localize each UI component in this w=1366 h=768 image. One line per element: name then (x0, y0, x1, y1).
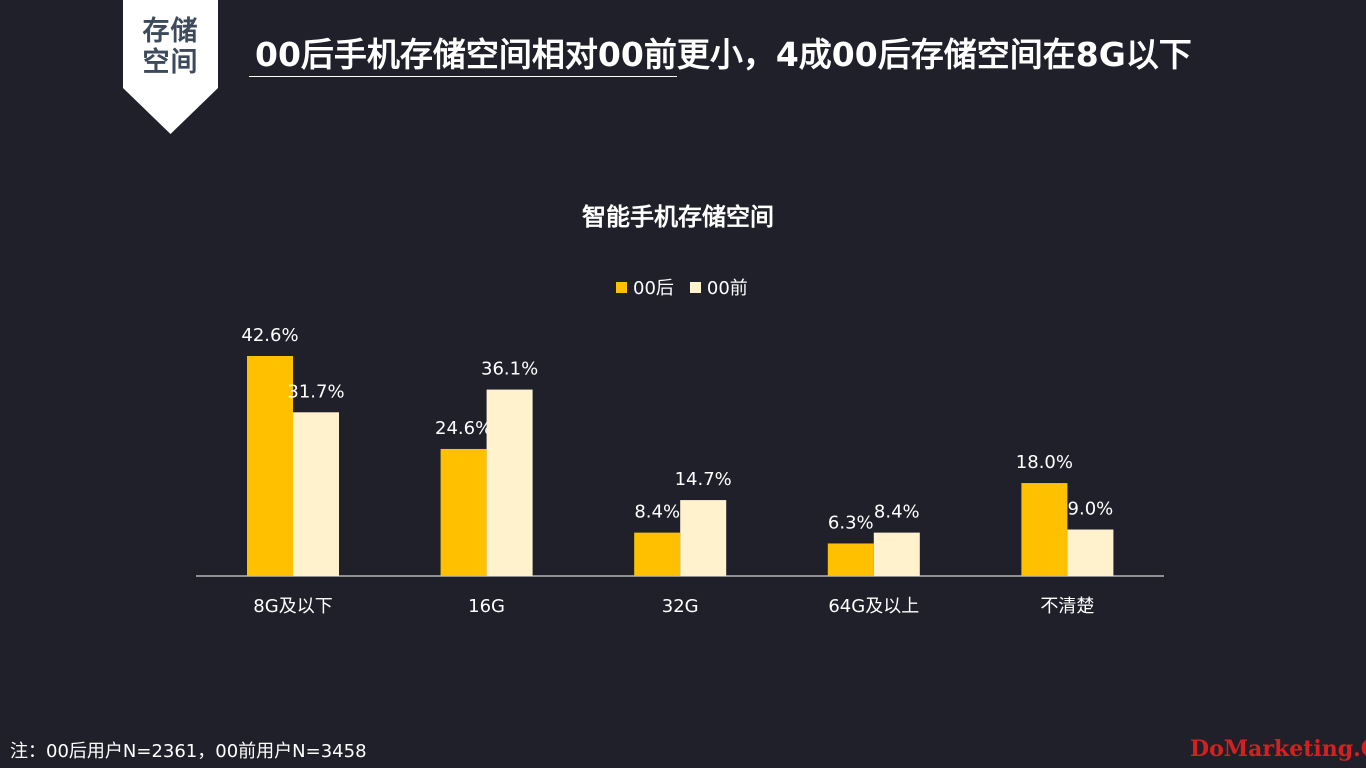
title-underline (249, 76, 677, 77)
chart-title: 智能手机存储空间 (582, 203, 774, 231)
legend-label-00hou: 00后 (633, 278, 674, 299)
x-tick-label-4: 不清楚 (1040, 596, 1094, 617)
bar-00hou-0 (247, 356, 293, 576)
data-label-00hou-2: 8.4% (634, 502, 680, 523)
x-tick-label-0: 8G及以下 (253, 596, 332, 617)
bar-00qian-4 (1067, 529, 1114, 576)
slide-title: 00后手机存储空间相对00前更小，4成00后存储空间在8G以下 (255, 35, 1192, 74)
data-label-00qian-0: 31.7% (287, 381, 344, 402)
data-label-00hou-0: 42.6% (241, 325, 298, 346)
legend-item-00hou: 00后 (616, 274, 674, 300)
section-badge: 存储 空间 (123, 0, 218, 134)
bar-00qian-2 (680, 500, 727, 576)
badge-line-2: 空间 (142, 47, 199, 78)
bar-00qian-3 (873, 532, 920, 576)
badge-line-1: 存储 (142, 16, 199, 47)
bar-00qian-1 (486, 389, 533, 576)
data-label-00hou-1: 24.6% (435, 418, 492, 439)
data-label-00hou-3: 6.3% (828, 512, 874, 533)
legend-swatch-00hou (616, 281, 627, 293)
data-label-00qian-1: 36.1% (481, 359, 538, 380)
watermark: DoMarketing.Org (1190, 736, 1366, 762)
bar-00qian-0 (293, 412, 339, 576)
data-label-00qian-4: 9.0% (1068, 499, 1114, 520)
x-tick-label-3: 64G及以上 (828, 596, 919, 617)
badge-shape (123, 0, 218, 134)
bar-00hou-4 (1021, 483, 1068, 576)
legend-swatch-00qian (689, 281, 701, 293)
chart-legend: 00后 00前 (616, 274, 764, 300)
legend-label-00qian: 00前 (706, 278, 748, 299)
x-tick-label-1: 16G (468, 596, 505, 617)
badge-label: 存储 空间 (123, 16, 218, 78)
bar-00hou-3 (827, 543, 874, 576)
x-tick-label-2: 32G (662, 596, 699, 617)
data-label-00qian-3: 8.4% (874, 502, 920, 523)
legend-item-00qian: 00前 (689, 274, 748, 300)
bar-00hou-1 (440, 448, 487, 576)
data-label-00qian-2: 14.7% (675, 469, 732, 490)
bar-00hou-2 (634, 532, 681, 576)
footnote: 注：00后用户N=2361，00前用户N=3458 (10, 741, 367, 762)
data-label-00hou-4: 18.0% (1016, 452, 1073, 473)
